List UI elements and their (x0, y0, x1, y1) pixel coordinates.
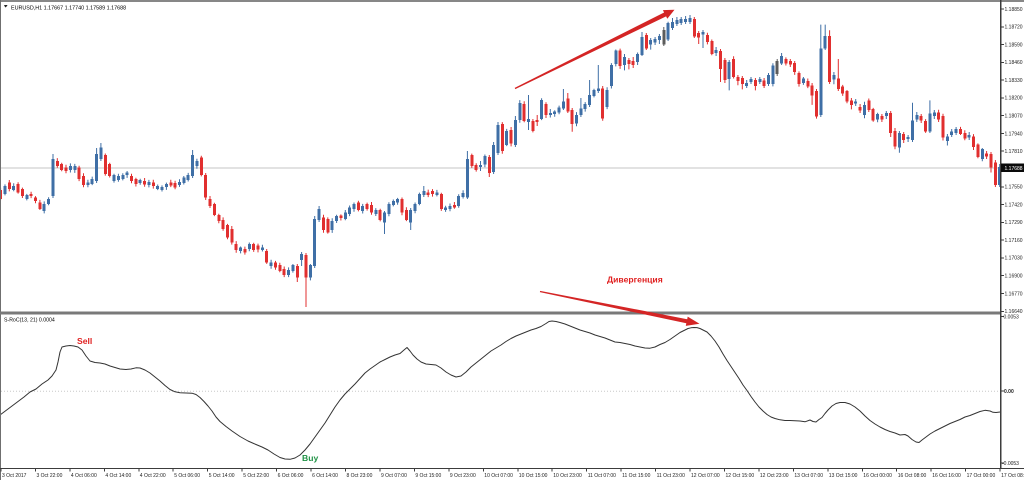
svg-text:5 Oct 22:00: 5 Oct 22:00 (243, 473, 269, 479)
svg-text:1.17290: 1.17290 (1005, 220, 1023, 226)
svg-text:10 Oct 23:00: 10 Oct 23:00 (553, 473, 582, 479)
svg-text:1.17160: 1.17160 (1005, 238, 1023, 244)
svg-text:9 Oct 15:00: 9 Oct 15:00 (415, 473, 441, 479)
svg-text:1.16900: 1.16900 (1005, 274, 1023, 280)
svg-text:12 Oct 07:00: 12 Oct 07:00 (691, 473, 720, 479)
svg-text:4 Oct 22:00: 4 Oct 22:00 (140, 473, 166, 479)
svg-text:1.17688: 1.17688 (1005, 166, 1023, 172)
svg-text:17 Oct 08:00: 17 Oct 08:00 (1001, 473, 1024, 479)
svg-text:1.17420: 1.17420 (1005, 202, 1023, 208)
svg-text:1.18070: 1.18070 (1005, 114, 1023, 120)
svg-text:3 Oct 22:00: 3 Oct 22:00 (37, 473, 63, 479)
svg-text:1.18200: 1.18200 (1005, 96, 1023, 102)
svg-text:10 Oct 15:00: 10 Oct 15:00 (519, 473, 548, 479)
svg-text:9 Oct 07:00: 9 Oct 07:00 (381, 473, 407, 479)
svg-text:16 Oct 08:00: 16 Oct 08:00 (898, 473, 927, 479)
svg-text:-0.0053: -0.0053 (1002, 461, 1019, 467)
svg-text:12 Oct 15:00: 12 Oct 15:00 (726, 473, 755, 479)
svg-text:1.17810: 1.17810 (1005, 149, 1023, 155)
svg-text:1.18330: 1.18330 (1005, 78, 1023, 84)
svg-text:1.17550: 1.17550 (1005, 185, 1023, 191)
svg-text:1.16770: 1.16770 (1005, 291, 1023, 297)
svg-text:8 Oct 23:00: 8 Oct 23:00 (347, 473, 373, 479)
svg-text:1.16640: 1.16640 (1005, 309, 1023, 315)
svg-text:S-RoC(13, 21) 0.0004: S-RoC(13, 21) 0.0004 (4, 318, 55, 324)
svg-text:12 Oct 23:00: 12 Oct 23:00 (760, 473, 789, 479)
svg-text:3 Oct 2017: 3 Oct 2017 (2, 473, 27, 479)
svg-text:1.17940: 1.17940 (1005, 131, 1023, 137)
svg-text:1.17030: 1.17030 (1005, 256, 1023, 262)
svg-text:Buy: Buy (302, 453, 318, 463)
svg-text:13 Oct 15:00: 13 Oct 15:00 (829, 473, 858, 479)
svg-text:16 Oct 16:00: 16 Oct 16:00 (932, 473, 961, 479)
svg-text:16 Oct 00:00: 16 Oct 00:00 (863, 473, 892, 479)
svg-text:4 Oct 06:00: 4 Oct 06:00 (71, 473, 97, 479)
svg-text:4 Oct 14:00: 4 Oct 14:00 (105, 473, 131, 479)
svg-text:6 Oct 06:00: 6 Oct 06:00 (278, 473, 304, 479)
svg-text:9 Oct 23:00: 9 Oct 23:00 (450, 473, 476, 479)
svg-text:6 Oct 14:00: 6 Oct 14:00 (312, 473, 338, 479)
svg-text:11 Oct 23:00: 11 Oct 23:00 (657, 473, 685, 479)
svg-text:10 Oct 07:00: 10 Oct 07:00 (484, 473, 513, 479)
svg-text:1.18460: 1.18460 (1005, 60, 1023, 66)
svg-text:11 Oct 15:00: 11 Oct 15:00 (622, 473, 650, 479)
svg-text:Дивергенция: Дивергенция (607, 275, 663, 285)
svg-text:13 Oct 07:00: 13 Oct 07:00 (794, 473, 823, 479)
svg-text:11 Oct 07:00: 11 Oct 07:00 (588, 473, 616, 479)
svg-text:Sell: Sell (77, 336, 92, 346)
svg-text:0.00: 0.00 (1004, 389, 1014, 395)
svg-text:EURUSD,H1 1.17667 1.17740 1.1: EURUSD,H1 1.17667 1.17740 1.17589 1.1768… (11, 5, 126, 11)
svg-text:5 Oct 06:00: 5 Oct 06:00 (174, 473, 200, 479)
svg-text:5 Oct 14:00: 5 Oct 14:00 (209, 473, 235, 479)
svg-text:1.18850: 1.18850 (1005, 7, 1023, 13)
svg-text:17 Oct 00:00: 17 Oct 00:00 (967, 473, 996, 479)
svg-text:1.18720: 1.18720 (1005, 25, 1023, 31)
svg-text:1.18590: 1.18590 (1005, 42, 1023, 48)
svg-text:0.0053: 0.0053 (1004, 314, 1020, 320)
